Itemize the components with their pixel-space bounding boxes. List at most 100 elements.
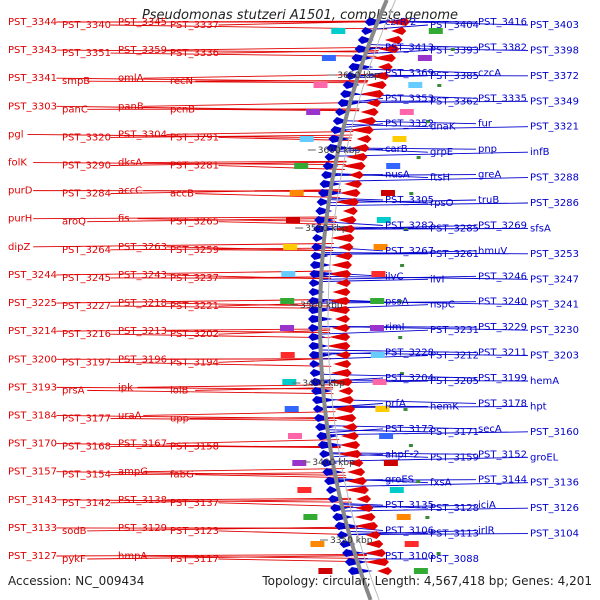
left-gene-label: PST_3227 xyxy=(62,301,111,312)
left-connector-line xyxy=(218,20,391,26)
right-gene-label: PST_3199 xyxy=(478,373,527,384)
left-connector-line xyxy=(166,358,332,360)
cog-feature xyxy=(376,217,391,223)
reverse-gene-arrow xyxy=(342,549,362,557)
forward-gene-arrow xyxy=(332,324,350,332)
reverse-gene-arrow xyxy=(330,126,349,134)
left-connector-line xyxy=(143,411,336,416)
left-gene-label: PST_3343 xyxy=(8,45,57,56)
right-gene-label: PST_3212 xyxy=(430,351,479,362)
forward-gene-arrow xyxy=(338,216,357,224)
reverse-gene-arrow xyxy=(339,540,356,548)
left-gene-label: PST_3194 xyxy=(170,357,219,368)
right-connector-line xyxy=(366,49,429,55)
forward-gene-arrow xyxy=(384,36,403,44)
forward-gene-arrow xyxy=(338,243,354,251)
forward-gene-arrow xyxy=(346,153,368,161)
right-connector-line xyxy=(337,478,429,484)
right-gene-label: pnp xyxy=(478,144,497,155)
left-gene-label: PST_3337 xyxy=(170,20,219,31)
left-gene-label: PST_3143 xyxy=(8,495,57,506)
right-gene-label: PST_3285 xyxy=(430,223,479,234)
left-connector-line xyxy=(195,80,369,82)
right-gene-label: PST_3231 xyxy=(430,325,479,336)
cog-feature xyxy=(392,136,407,142)
right-connector-line xyxy=(322,349,477,354)
left-connector-line xyxy=(218,249,334,252)
left-gene-label: PST_3336 xyxy=(170,48,219,59)
right-gene-label: infB xyxy=(530,147,550,158)
right-connector-line xyxy=(344,507,529,512)
left-connector-line xyxy=(137,384,333,388)
reverse-gene-arrow xyxy=(312,405,326,413)
cog-feature xyxy=(372,379,387,385)
left-gene-label: PST_3137 xyxy=(170,498,219,509)
right-gene-label: PST_3352 xyxy=(385,119,434,130)
forward-gene-arrow xyxy=(349,126,374,134)
cog-feature xyxy=(283,244,298,250)
cog-feature xyxy=(370,325,384,331)
right-gene-label: PST_3228 xyxy=(385,348,434,359)
left-gene-label: prsA xyxy=(62,385,85,396)
cog-feature xyxy=(297,487,312,493)
left-gene-label: recN xyxy=(170,76,193,87)
left-gene-label: PST_3197 xyxy=(62,357,111,368)
right-gene-label: rpsO xyxy=(430,198,454,209)
inner-arc xyxy=(327,0,396,600)
cog-feature xyxy=(299,136,314,142)
right-gene-label: hpt xyxy=(530,401,547,412)
reverse-gene-arrow xyxy=(337,531,350,539)
cog-feature xyxy=(288,433,302,439)
reverse-gene-arrow xyxy=(311,243,327,251)
right-gene-label: PST_3100 xyxy=(385,551,434,562)
right-gene-label: irlR xyxy=(478,526,495,537)
reverse-gene-arrow xyxy=(330,504,349,512)
cog-feature xyxy=(428,28,443,34)
cog-feature xyxy=(331,28,346,34)
forward-gene-arrow xyxy=(335,351,351,359)
right-gene-label: PST_3269 xyxy=(478,220,527,231)
cog-feature xyxy=(386,163,401,169)
left-gene-label: PST_3303 xyxy=(8,101,57,112)
left-connector-line xyxy=(56,554,367,557)
cog-feature xyxy=(373,244,388,250)
left-gene-label: fis xyxy=(118,214,130,225)
left-connector-line xyxy=(218,502,354,508)
left-gene-label: PST_3170 xyxy=(8,439,57,450)
left-gene-label: folK xyxy=(8,158,27,169)
forward-gene-arrow xyxy=(348,459,364,467)
forward-gene-arrow xyxy=(332,414,357,422)
cog-feature xyxy=(280,298,295,304)
left-gene-label: PST_3218 xyxy=(118,298,167,309)
forward-gene-arrow xyxy=(355,504,374,512)
left-connector-line xyxy=(218,136,352,141)
left-gene-label: PST_3340 xyxy=(62,20,111,31)
reverse-gene-arrow xyxy=(308,342,329,350)
right-connector-line xyxy=(321,325,529,331)
right-connector-line xyxy=(324,377,384,382)
right-gene-label: PST_3211 xyxy=(478,348,527,359)
left-gene-label: PST_3213 xyxy=(118,326,167,337)
left-gene-label: PST_3133 xyxy=(8,523,57,534)
trna-mark xyxy=(398,336,403,339)
left-gene-label: aroQ xyxy=(62,217,86,228)
right-connector-line xyxy=(349,531,429,535)
right-connector-line xyxy=(369,44,477,48)
left-gene-label: pykF xyxy=(62,554,86,565)
left-gene-label: ampG xyxy=(118,467,148,478)
left-connector-line xyxy=(195,193,340,198)
trna-mark xyxy=(436,552,441,555)
genome-summary: Topology: circular; Length: 4,567,418 bp… xyxy=(262,574,592,588)
right-gene-label: ilvC xyxy=(385,271,403,282)
left-connector-line xyxy=(33,162,346,166)
reverse-gene-arrow xyxy=(310,378,329,386)
left-gene-label: PST_3245 xyxy=(62,273,111,284)
right-gene-label: PST_3241 xyxy=(530,300,579,311)
trna-mark xyxy=(409,192,414,195)
left-gene-label: PST_3341 xyxy=(8,73,57,84)
forward-gene-arrow xyxy=(333,360,352,368)
left-connector-line xyxy=(143,101,362,107)
backbone xyxy=(317,0,396,600)
kbp-label: 3500 kbp xyxy=(300,301,343,311)
